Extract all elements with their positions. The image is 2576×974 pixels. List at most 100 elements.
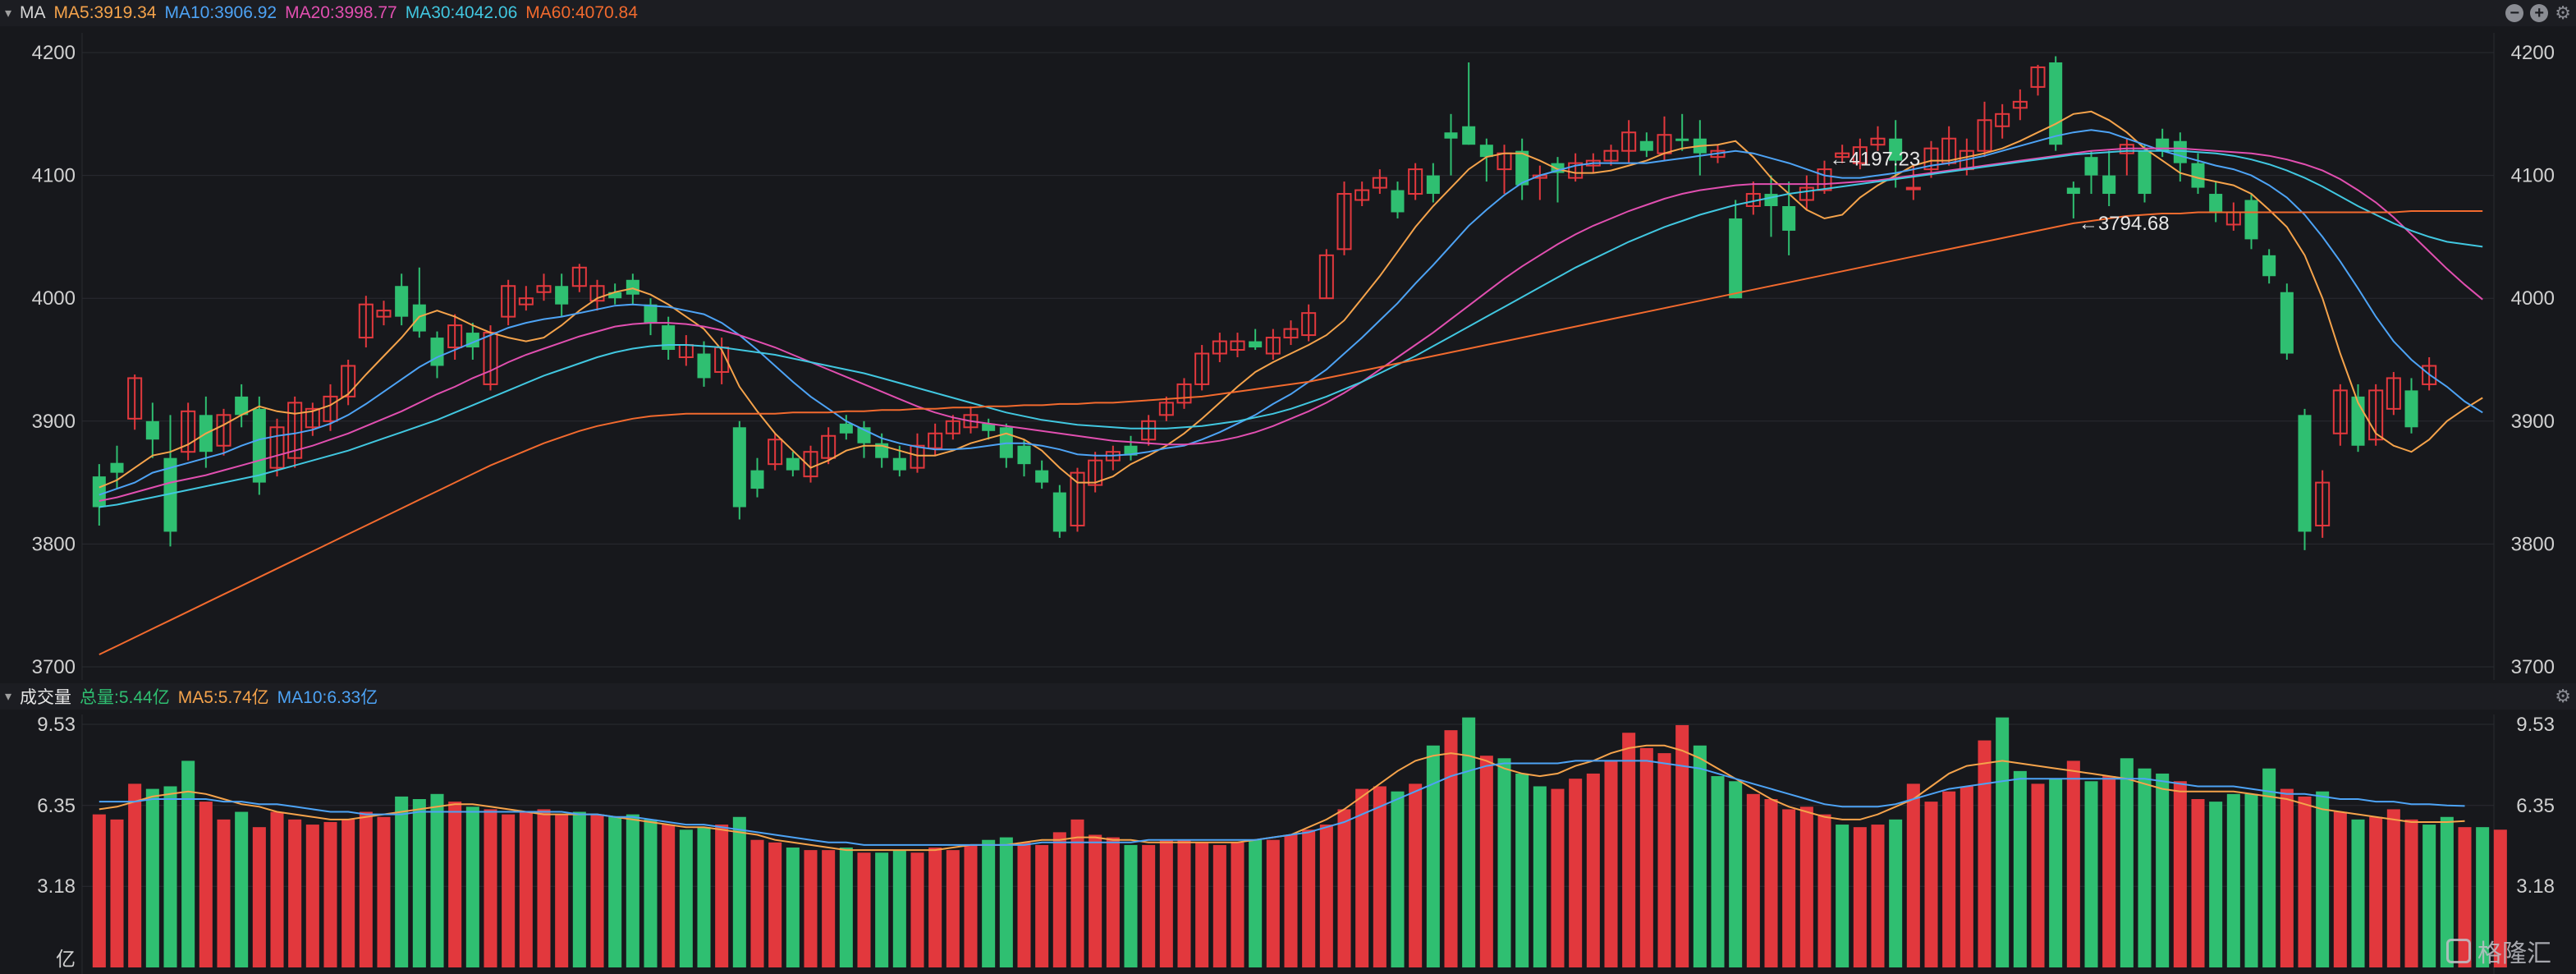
volume-bar-down: [839, 848, 853, 967]
candle-body-down: [2404, 390, 2418, 428]
volume-bar-down: [1426, 745, 1440, 967]
candle-body-up: [1835, 152, 1850, 159]
candle-body-down: [1444, 132, 1458, 139]
volume-bar-up: [1070, 819, 1084, 967]
volume-bar-up: [715, 825, 729, 967]
volume-bar-down: [1996, 717, 2010, 967]
candle-body-up: [1568, 162, 1584, 179]
ma-indicator-bar: ▾ MA MA5:3919.34 MA10:3906.92 MA20:3998.…: [0, 0, 2576, 26]
collapse-chevron-icon[interactable]: ▾: [5, 7, 12, 21]
volume-bar-down: [1515, 773, 1529, 967]
volume-bar-up: [519, 811, 533, 967]
candle-body-up: [1995, 113, 2010, 127]
volume-bar-up: [1373, 786, 1387, 967]
volume-bar-up: [1675, 724, 1689, 967]
candle-body-down: [1515, 150, 1529, 186]
volume-bar-down: [1836, 825, 1849, 967]
collapse-chevron-icon[interactable]: ▾: [5, 690, 12, 704]
volume-bar-up: [1231, 842, 1244, 967]
candle-body-down: [697, 353, 711, 379]
candle-body-down: [1782, 206, 1796, 231]
plus-circle-icon[interactable]: +: [2530, 4, 2549, 22]
candle-body-up: [1603, 149, 1619, 162]
ma60-value: MA60:4070.84: [525, 3, 638, 22]
volume-bar-up: [857, 852, 871, 967]
candle-body-up: [181, 410, 196, 453]
volume-bar-down: [1693, 745, 1707, 967]
price-tick-label-right: 4100: [2511, 165, 2555, 187]
volume-bar-up: [128, 783, 142, 967]
candle-body-up: [1354, 189, 1370, 201]
volume-bar-up: [2066, 760, 2080, 967]
volume-tick-label-left: 3.18: [37, 875, 76, 898]
volume-bar-up: [92, 814, 106, 967]
candle-body-up: [821, 434, 837, 459]
volume-bar-up: [110, 819, 124, 967]
candle-body-down: [732, 427, 746, 508]
candle-body-down: [1729, 218, 1743, 299]
volume-bar-down: [608, 816, 622, 967]
candle-body-up: [1070, 471, 1085, 526]
volume-bar-down: [1729, 781, 1743, 967]
volume-bar-down: [875, 852, 889, 967]
candle-body-up: [1301, 312, 1317, 337]
candle-body-down: [2262, 255, 2276, 277]
candle-body-down: [1391, 190, 1405, 213]
volume-bar-up: [1782, 809, 1796, 967]
candle-body-down: [786, 457, 800, 471]
ma5-value: MA5:3919.34: [53, 3, 157, 22]
volume-bar-down: [2120, 758, 2134, 967]
volume-bar-up: [1551, 788, 1565, 967]
volume-bar-down: [2013, 770, 2027, 967]
ma5-line: [99, 110, 2483, 489]
candle-body-up: [1870, 137, 1886, 146]
ma30-value: MA30:4042.06: [405, 3, 518, 22]
volume-bar-up: [1906, 783, 1920, 967]
volume-bar-up: [2333, 811, 2347, 967]
candle-body-up: [928, 432, 943, 449]
candle-body-up: [501, 285, 516, 318]
candle-body-up: [536, 285, 552, 293]
candle-body-up: [910, 444, 925, 469]
price-tick-label-right: 3900: [2511, 411, 2555, 433]
watermark: 格隆汇: [2446, 933, 2551, 969]
candle-body-down: [1052, 492, 1066, 532]
volume-bar-up: [288, 819, 302, 967]
candle-body-up: [2332, 389, 2348, 434]
volume-bar-up: [1319, 825, 1333, 967]
volume-bar-up: [359, 811, 373, 967]
volume-bar-down: [235, 811, 249, 967]
candle-body-down: [430, 338, 444, 366]
volume-bar-up: [2493, 829, 2507, 967]
candle-body-down: [2280, 292, 2294, 354]
volume-bar-up: [1052, 832, 1066, 967]
candle-body-down: [2102, 175, 2116, 195]
volume-bar-down: [982, 839, 996, 967]
price-tick-label-right: 4000: [2511, 287, 2555, 310]
volume-total: 总量:5.44亿: [80, 688, 170, 707]
volume-bar-down: [2316, 791, 2330, 967]
volume-bar-down: [1533, 786, 1547, 967]
gear-icon[interactable]: ⚙: [2555, 2, 2571, 23]
volume-bar-up: [270, 811, 284, 967]
price-tick-label-left: 4100: [32, 165, 76, 187]
volume-bar-up: [1942, 791, 1956, 967]
minus-circle-icon[interactable]: −: [2505, 4, 2524, 22]
candle-body-up: [1230, 340, 1245, 351]
volume-bar-down: [2209, 802, 2223, 967]
volume-bar-up: [1355, 788, 1369, 967]
gear-icon[interactable]: ⚙: [2555, 686, 2571, 706]
candle-body-up: [1088, 459, 1103, 486]
candle-body-up: [1158, 402, 1174, 416]
candle-body-up: [216, 414, 231, 447]
volume-bar-up: [2298, 796, 2312, 967]
candle-body-up: [1176, 383, 1192, 404]
candle-body-down: [1426, 175, 1440, 195]
price-tick-label-right: 4200: [2511, 42, 2555, 64]
volume-bar-down: [786, 848, 800, 967]
candle-body-down: [1639, 140, 1653, 151]
candle-body-down: [982, 423, 996, 431]
volume-bar-up: [2173, 781, 2187, 967]
candle-body-down: [662, 325, 676, 351]
